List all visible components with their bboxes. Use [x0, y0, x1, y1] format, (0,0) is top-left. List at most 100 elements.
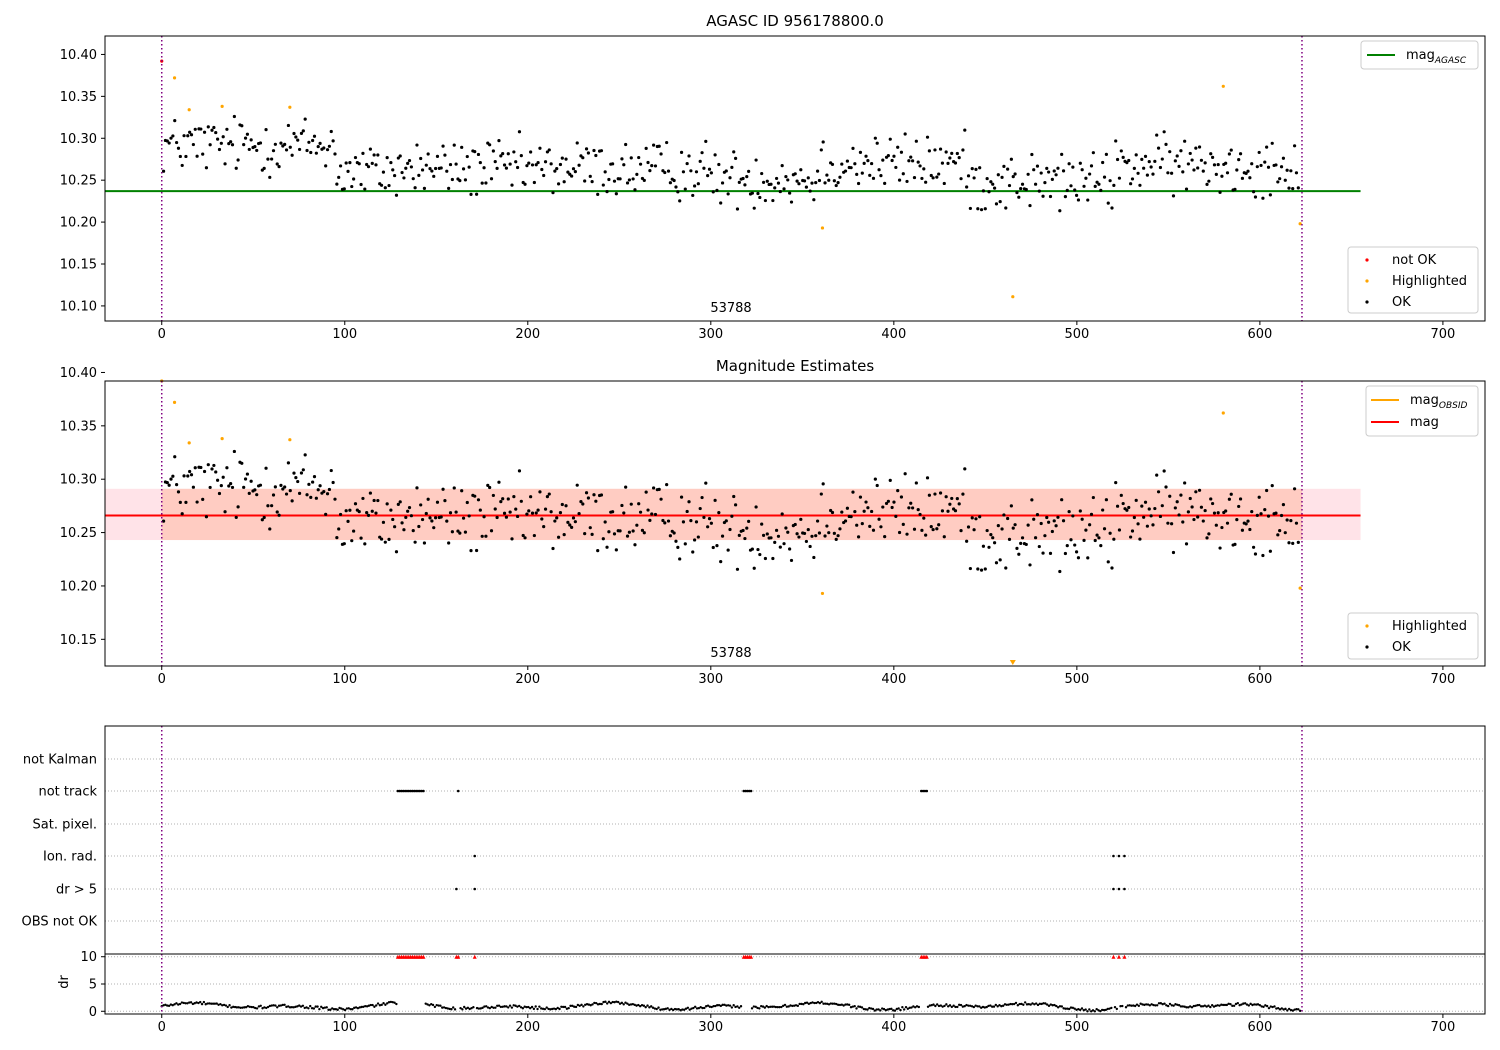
estimates-ok-point	[454, 510, 458, 514]
estimates-ok-point	[545, 495, 550, 499]
agasc-ok-point	[450, 177, 454, 182]
dr-point	[1025, 1003, 1029, 1006]
agasc-legend-upper[interactable]: magAGASC	[1360, 40, 1479, 70]
agasc-ok-point	[590, 180, 594, 184]
estimates-legend-upper[interactable]: magOBSID mag	[1365, 385, 1479, 437]
dr-point	[1141, 1003, 1144, 1006]
dr-point	[935, 1003, 939, 1006]
dr-point	[202, 1000, 206, 1004]
estimates-ok-point	[1074, 550, 1079, 554]
dr-point	[637, 1003, 640, 1007]
dr-point	[756, 1006, 759, 1010]
dr-point	[780, 1005, 783, 1009]
estimates-ok-point	[927, 493, 931, 497]
dr-point	[1084, 1008, 1087, 1011]
estimates-ok-point	[834, 537, 838, 542]
dr-point	[376, 1002, 380, 1005]
dr-point	[730, 1006, 734, 1009]
estimates-legend-lower[interactable]: Highlighted OK	[1347, 612, 1479, 660]
flag-point	[473, 854, 477, 858]
dr-point	[516, 1005, 519, 1008]
estimates-ok-point	[488, 485, 492, 490]
agasc-ok-point	[992, 186, 997, 190]
estimates-ok-point	[1142, 515, 1146, 519]
agasc-ok-point	[577, 163, 581, 167]
agasc-ok-point	[383, 186, 387, 190]
dr-point	[1062, 1007, 1065, 1010]
dr-point	[184, 1002, 187, 1005]
agasc-ok-point	[687, 154, 691, 158]
dr-point	[265, 1006, 268, 1010]
dr-point	[677, 1008, 680, 1011]
legend-marker-highlighted	[1365, 624, 1369, 628]
dr-point	[998, 1004, 1001, 1007]
dr-point	[1044, 1002, 1047, 1005]
dr-clipped-marker	[421, 954, 426, 959]
estimates-ok-point	[393, 525, 397, 529]
dr-point	[1203, 1004, 1207, 1007]
agasc-ok-point	[409, 165, 413, 169]
estimates-ok-point	[1069, 538, 1073, 542]
agasc-legend-lower[interactable]: not OK Highlighted OK	[1347, 246, 1479, 314]
agasc-ok-point	[732, 150, 736, 154]
agasc-ok-point	[774, 176, 779, 181]
estimates-ok-point	[381, 520, 386, 524]
estimates-ok-point	[1158, 514, 1163, 519]
estimates-ok-point	[709, 521, 713, 525]
estimates-ok-point	[333, 497, 337, 501]
dr-point	[1088, 1008, 1091, 1011]
estimates-ok-point	[972, 528, 976, 532]
dr-point	[906, 1007, 910, 1011]
dr-point	[1066, 1007, 1069, 1010]
dr-point	[866, 1008, 869, 1011]
dr-point	[884, 1009, 888, 1012]
dr-point	[659, 1008, 662, 1011]
estimates-ok-point	[475, 548, 479, 553]
agasc-ok-point	[976, 207, 980, 211]
dr-point	[200, 1002, 204, 1006]
agasc-ok-point	[650, 163, 654, 168]
estimates-ok-point	[638, 510, 643, 514]
agasc-ok-point	[165, 139, 169, 143]
estimates-ok-point	[855, 523, 859, 527]
estimates-highlighted-point	[1298, 586, 1302, 590]
agasc-ok-point	[193, 127, 197, 131]
flag-point	[747, 789, 751, 793]
agasc-ok-point	[1181, 170, 1185, 174]
dr-point	[831, 1002, 834, 1005]
agasc-ok-point	[1253, 195, 1258, 199]
flag-point	[1117, 854, 1121, 858]
dr-point	[908, 1006, 911, 1010]
agasc-ok-point	[843, 169, 848, 173]
estimates-ok-point	[311, 480, 315, 484]
estimates-ok-point	[297, 491, 302, 495]
dr-point	[1150, 1003, 1153, 1006]
dr-point	[1003, 1003, 1007, 1006]
agasc-ok-point	[642, 178, 646, 182]
dr-point	[1128, 1004, 1131, 1007]
agasc-ok-point	[666, 169, 671, 173]
legend-label-ok: OK	[1392, 295, 1411, 310]
estimates-ok-point	[851, 490, 855, 494]
estimates-ok-point	[1132, 515, 1136, 520]
dr-point	[847, 1003, 851, 1007]
dr-point	[274, 1004, 277, 1007]
dr-point	[562, 1005, 565, 1009]
estimates-ok-point	[1194, 490, 1198, 494]
agasc-ok-point	[911, 159, 915, 163]
dr-point	[331, 1007, 334, 1010]
estimates-ok-point	[795, 532, 799, 536]
estimates-ok-point	[905, 532, 909, 536]
dr-point	[230, 1006, 233, 1009]
agasc-ok-point	[851, 146, 855, 151]
agasc-ok-point	[225, 127, 229, 131]
agasc-ok-point	[702, 166, 706, 170]
dr-point	[177, 1003, 180, 1006]
dr-point	[1187, 1006, 1190, 1009]
agasc-ok-point	[1069, 184, 1073, 188]
agasc-ok-point	[327, 144, 332, 148]
estimates-ok-point	[519, 499, 523, 503]
dr-point	[1287, 1007, 1291, 1011]
dr-point	[296, 1005, 299, 1008]
agasc-ok-point	[1136, 171, 1140, 175]
